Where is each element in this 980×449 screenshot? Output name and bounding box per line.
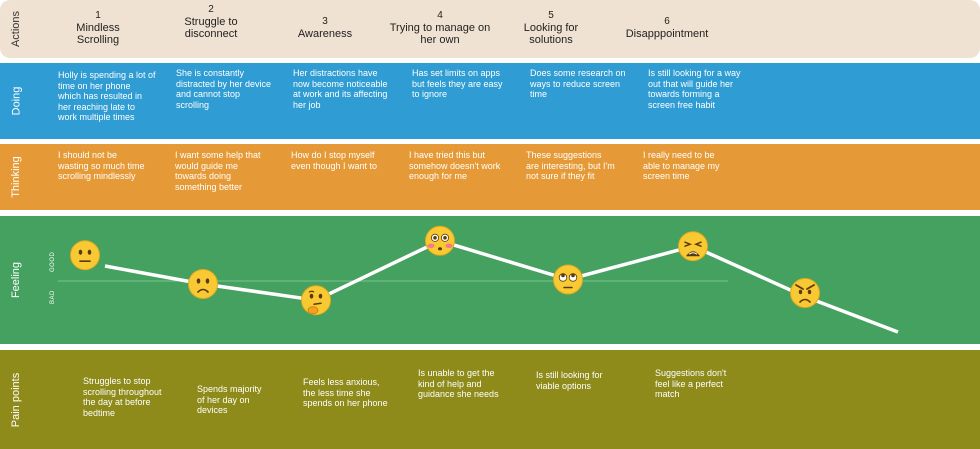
stage-number: 5 — [548, 10, 554, 21]
stage-number: 1 — [95, 10, 101, 21]
stage-number: 4 — [437, 10, 443, 21]
thinking-cell: How do I stop myself even though I want … — [291, 150, 378, 171]
stage-5: 5 Looking for solutions — [516, 10, 586, 46]
actions-row: Actions 1 Mindless Scrolling 2 Struggle … — [0, 0, 980, 58]
thinking-cell: I really need to be able to manage my sc… — [643, 150, 720, 181]
angry-face-icon — [790, 278, 820, 308]
thinking-cell: I want some help that would guide me tow… — [175, 150, 261, 192]
stage-title: Looking for solutions — [523, 22, 579, 46]
stage-title: Disapppointment — [625, 28, 709, 40]
frowning-face-icon — [188, 269, 218, 299]
stage-title: Awareness — [297, 28, 353, 40]
stage-3: 3 Awareness — [286, 16, 364, 40]
neutral-face-icon — [70, 240, 100, 271]
stage-number: 3 — [322, 16, 328, 27]
doing-cell: Holly is spending a lot of time on her p… — [58, 70, 156, 122]
pain-point-cell: Suggestions don't feel like a perfect ma… — [655, 368, 727, 399]
doing-cell: She is constantly distracted by her devi… — [176, 68, 272, 110]
emoji-layer — [70, 225, 820, 316]
pain-point-cell: Spends majority of her day on devices — [197, 384, 262, 415]
stage-6: 6 Disapppointment — [620, 16, 714, 40]
stage-4: 4 Trying to manage on her own — [385, 10, 495, 46]
stage-title: Mindless Scrolling — [76, 22, 120, 46]
thinking-face-icon — [301, 285, 331, 316]
thinking-row: Thinking I should not be wasting so much… — [0, 144, 980, 210]
pain-point-cell: Struggles to stop scrolling throughout t… — [83, 376, 162, 418]
stage-1: 1 Mindless Scrolling — [67, 10, 129, 46]
doing-cell: Has set limits on apps but feels they ar… — [412, 68, 503, 99]
thinking-cell: These suggestions are interesting, but I… — [526, 150, 615, 181]
flushed-face-icon — [425, 225, 455, 256]
stage-title: Struggle to disconnect — [184, 16, 238, 40]
thinking-cell: I have tried this but somehow doesn't wo… — [409, 150, 501, 181]
doing-cell: Her distractions have now become noticea… — [293, 68, 388, 110]
pain-point-cell: Feels less anxious, the less time she sp… — [303, 377, 388, 408]
pain-point-cell: Is still looking for viable options — [536, 370, 603, 391]
pain-points-row: Pain points Struggles to stop scrolling … — [0, 350, 980, 449]
stage-title: Trying to manage on her own — [389, 22, 491, 46]
feeling-row: Feeling GOOD BAD — [0, 216, 980, 344]
doing-row: Doing Holly is spending a lot of time on… — [0, 63, 980, 139]
face-with-rolling-eyes-icon — [553, 264, 583, 295]
thinking-cell: I should not be wasting so much time scr… — [58, 150, 145, 181]
stage-number: 6 — [664, 16, 670, 27]
weary-face-icon — [678, 231, 708, 262]
doing-cell: Is still looking for a way out that will… — [648, 68, 741, 110]
emotion-line — [104, 239, 899, 334]
stage-number: 2 — [208, 4, 214, 15]
doing-cell: Does some research on ways to reduce scr… — [530, 68, 626, 99]
pain-point-cell: Is unable to get the kind of help and gu… — [418, 368, 499, 399]
stage-2: 2 Struggle to disconnect — [178, 4, 244, 40]
